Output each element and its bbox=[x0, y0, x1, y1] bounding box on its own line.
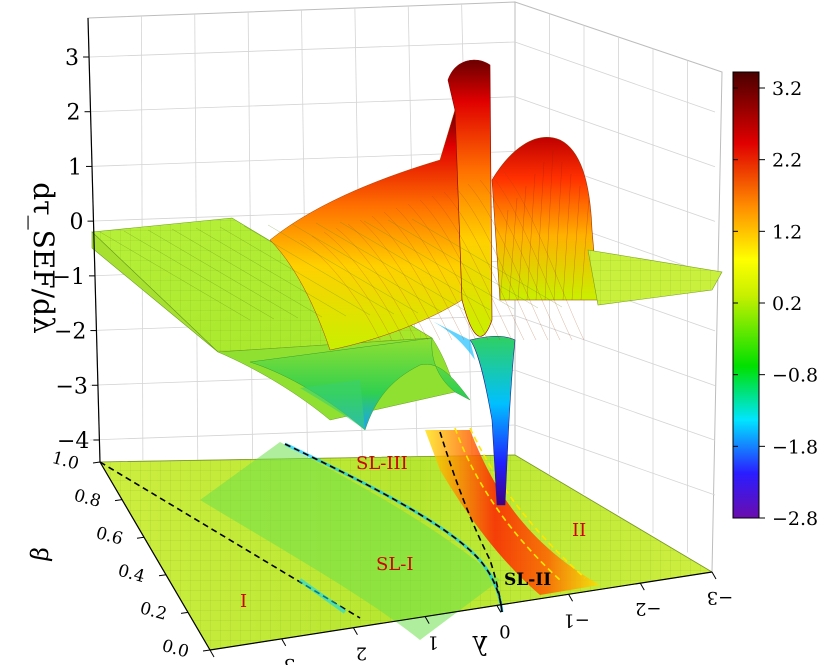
x-axis: 43210−1−2−3 λ bbox=[209, 571, 734, 665]
x-tick-label: −3 bbox=[707, 587, 734, 608]
colorbar-tick-label: −1.8 bbox=[772, 436, 818, 458]
z-tick-label: 1 bbox=[68, 155, 82, 180]
z-tick-label: 3 bbox=[65, 46, 79, 71]
colorbar-tick-label: −2.8 bbox=[772, 508, 818, 530]
colorbar-tick-label: −0.8 bbox=[772, 365, 818, 387]
y-axis-label: β bbox=[25, 544, 55, 563]
colorbar-tick-label: 1.2 bbox=[772, 221, 802, 243]
region-labels: I SL-I SL-III SL-II II bbox=[240, 453, 586, 612]
region-label-I: I bbox=[240, 591, 247, 612]
z-tick-label: −2 bbox=[54, 320, 86, 345]
z-tick-label: 0 bbox=[69, 210, 83, 235]
colorbar-tick-label: 3.2 bbox=[772, 78, 802, 100]
y-tick-label: 0.8 bbox=[72, 486, 103, 512]
colorbar-gradient bbox=[732, 71, 760, 519]
x-axis-label: λ bbox=[472, 629, 488, 659]
surface-mesh bbox=[99, 149, 590, 341]
y-tick-label: 0.6 bbox=[94, 523, 125, 549]
z-tick-label: −4 bbox=[57, 429, 89, 454]
z-tick-label: −1 bbox=[53, 265, 85, 290]
colorbar: 3.2 2.2 1.2 0.2 −0.8 −1.8 −2.8 bbox=[732, 71, 818, 530]
region-label-SL-II: SL-II bbox=[504, 570, 551, 590]
region-label-II: II bbox=[572, 520, 586, 541]
z-axis: 3 2 1 0 −1 −2 −3 −4 dτ_SEF/dλ bbox=[27, 17, 101, 463]
x-tick-label: −1 bbox=[563, 609, 590, 630]
region-label-SL-I: SL-I bbox=[376, 554, 413, 575]
region-label-SL-III: SL-III bbox=[356, 453, 408, 474]
colorbar-tick-label: 0.2 bbox=[772, 293, 802, 315]
z-axis-label: dτ_SEF/dλ bbox=[27, 182, 60, 334]
x-tick-label: 2 bbox=[356, 643, 367, 664]
x-tick-label: 0 bbox=[499, 620, 510, 641]
colorbar-tick-label: 2.2 bbox=[772, 150, 802, 172]
y-tick-label: 0.2 bbox=[138, 598, 169, 624]
z-tick-label: 2 bbox=[67, 101, 81, 126]
x-tick-label: 3 bbox=[284, 654, 295, 665]
y-tick-label: 0.4 bbox=[116, 561, 147, 587]
floor-plane bbox=[99, 427, 714, 651]
y-tick-label: 0.0 bbox=[160, 636, 191, 662]
x-tick-label: −2 bbox=[635, 598, 662, 619]
surface bbox=[91, 59, 723, 506]
z-tick-label: −3 bbox=[55, 374, 87, 399]
x-tick-label: 1 bbox=[427, 632, 438, 653]
